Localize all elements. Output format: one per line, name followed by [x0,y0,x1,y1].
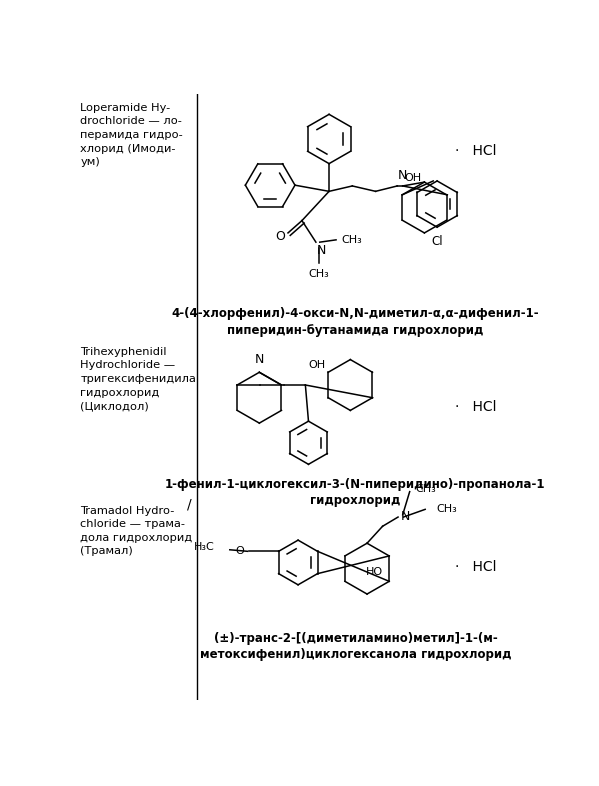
Text: O: O [276,230,285,244]
Text: N: N [401,510,410,523]
Text: 4-(4-хлорфенил)-4-окси-N,N-диметил-α,α-дифенил-1-: 4-(4-хлорфенил)-4-окси-N,N-диметил-α,α-д… [171,307,539,320]
Text: OH: OH [404,173,422,183]
Text: метоксифенил)циклогексанола гидрохлорид: метоксифенил)циклогексанола гидрохлорид [199,648,511,661]
Text: (±)-транс-2-[(диметиламино)метил]-1-(м-: (±)-транс-2-[(диметиламино)метил]-1-(м- [214,632,497,645]
Text: Cl: Cl [431,235,443,248]
Text: N: N [255,353,264,366]
Text: Tramadol Hydro-
chloride — трама-
дола гидрохлорид
(Трамал): Tramadol Hydro- chloride — трама- дола г… [80,505,192,556]
Text: N: N [317,244,326,258]
Text: CH₃: CH₃ [416,483,437,494]
Text: пиперидин-бутанамида гидрохлорид: пиперидин-бутанамида гидрохлорид [227,324,483,336]
Text: /: / [187,498,192,512]
Text: гидрохлорид: гидрохлорид [310,494,401,507]
Text: CH₃: CH₃ [308,269,329,279]
Text: Trihexyphenidil
Hydrochloride —
тригексифенидила
гидрохлорид
(Циклодол): Trihexyphenidil Hydrochloride — тригекси… [80,347,196,411]
Text: H₃C: H₃C [193,542,214,553]
Text: O: O [235,546,244,556]
Text: CH₃: CH₃ [437,505,458,514]
Text: OH: OH [308,360,326,369]
Text: ·   HCl: · HCl [455,560,496,574]
Text: Loperamide Hy-
drochloride — ло-
перамида гидро-
хлорид (Имоди-
ум): Loperamide Hy- drochloride — ло- перамид… [80,103,183,167]
Text: CH₃: CH₃ [341,235,362,245]
Text: 1-фенил-1-циклогексил-3-(N-пиперидино)-пропанола-1: 1-фенил-1-циклогексил-3-(N-пиперидино)-п… [165,478,546,490]
Text: ·   HCl: · HCl [455,400,496,414]
Text: N: N [398,169,407,182]
Text: HO: HO [366,567,383,577]
Text: ·   HCl: · HCl [455,145,496,158]
